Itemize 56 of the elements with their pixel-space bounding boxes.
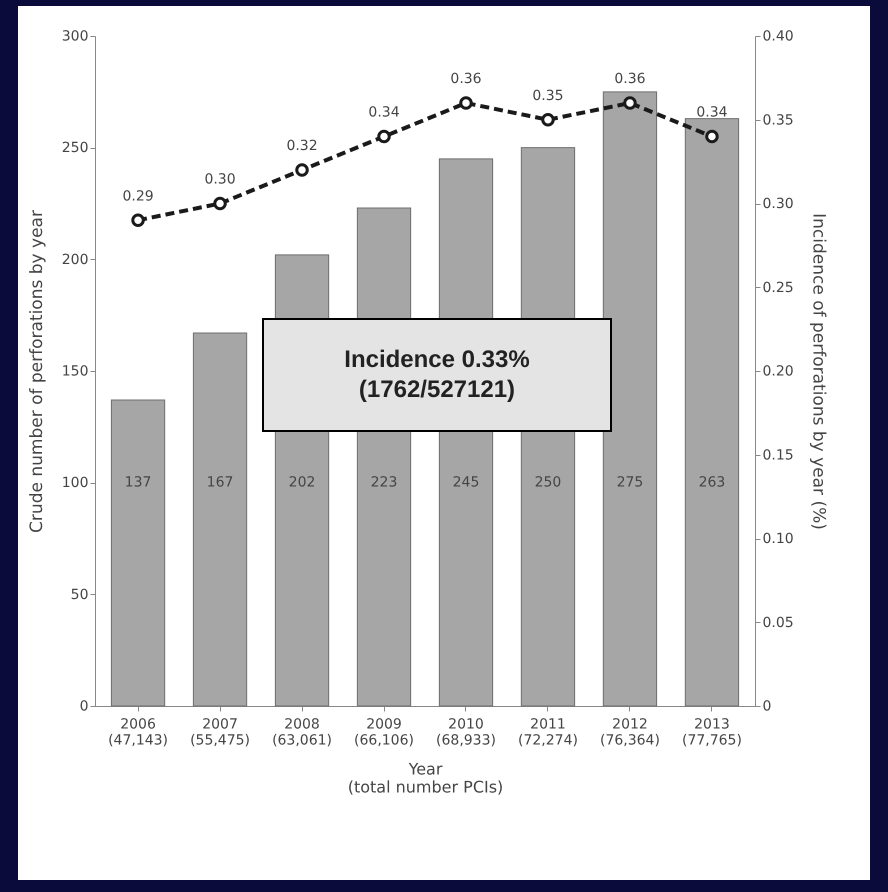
y2-tick-label: 0.10 — [762, 531, 794, 547]
data-label: 202 — [288, 474, 316, 491]
data-label: 0.34 — [368, 104, 400, 120]
bar — [602, 91, 658, 706]
y2-tick-label: 0.25 — [762, 280, 794, 296]
point — [295, 163, 309, 177]
y2-tick-label: 0.35 — [762, 112, 794, 128]
bar — [192, 332, 248, 706]
data-label: 223 — [370, 474, 398, 491]
data-label: 250 — [534, 474, 562, 491]
y2-tick-label: 0.05 — [762, 614, 794, 631]
y2-tick-label: 0.40 — [762, 28, 794, 44]
data-label: 0.35 — [532, 88, 564, 104]
data-label: 263 — [698, 474, 726, 491]
x-tick-label: 2007 (55,475) — [190, 716, 250, 748]
x-axis-title: Year (total number PCIs) — [348, 760, 504, 796]
point — [131, 214, 145, 227]
x-tick-label: 2010 (68,933) — [436, 716, 496, 748]
y-axis-title: Crude number of perforations by year — [26, 210, 47, 533]
y2-tick-label: 0 — [762, 698, 772, 714]
point — [213, 196, 227, 210]
data-label: 0.36 — [614, 71, 646, 87]
data-label: 0.32 — [286, 138, 318, 154]
data-label: 0.29 — [122, 188, 154, 204]
y2-tick-label: 0.20 — [762, 364, 794, 380]
data-label: 167 — [206, 474, 234, 491]
x-tick-label: 2008 (63,061) — [272, 716, 332, 748]
y-tick-label: 200 — [62, 252, 88, 268]
point — [541, 113, 555, 126]
data-label: 245 — [452, 474, 480, 491]
point — [459, 96, 473, 110]
x-tick-label: 2012 (76,364) — [600, 716, 660, 748]
data-label: 137 — [124, 474, 152, 491]
point — [705, 130, 719, 144]
point — [623, 96, 637, 110]
data-label: 0.30 — [204, 172, 236, 188]
x-tick-label: 2006 (47,143) — [108, 716, 168, 748]
bar — [110, 400, 166, 706]
bar — [684, 118, 740, 706]
y-tick-label: 250 — [62, 140, 88, 156]
y-tick-label: 300 — [62, 28, 88, 44]
y2-axis-title: Incidence of perforations by year (%) — [808, 213, 829, 530]
data-label: 0.34 — [696, 104, 728, 120]
y-tick-label: 150 — [62, 364, 88, 380]
data-label: 275 — [616, 474, 644, 491]
x-tick-label: 2013 (77,765) — [682, 716, 742, 748]
y2-tick-label: 0.15 — [762, 447, 794, 464]
y-tick-label: 100 — [62, 475, 88, 492]
x-tick-label: 2009 (66,106) — [354, 716, 414, 748]
x-tick-label: 2011 (72,274) — [518, 716, 578, 748]
point — [377, 130, 391, 144]
y2-tick-label: 0.30 — [762, 196, 794, 212]
text-box: Incidence 0.33% (1762/527121) — [262, 318, 612, 432]
data-label: 0.36 — [450, 71, 482, 87]
y-tick-label: 50 — [70, 586, 88, 603]
y-tick-label: 0 — [80, 698, 88, 714]
